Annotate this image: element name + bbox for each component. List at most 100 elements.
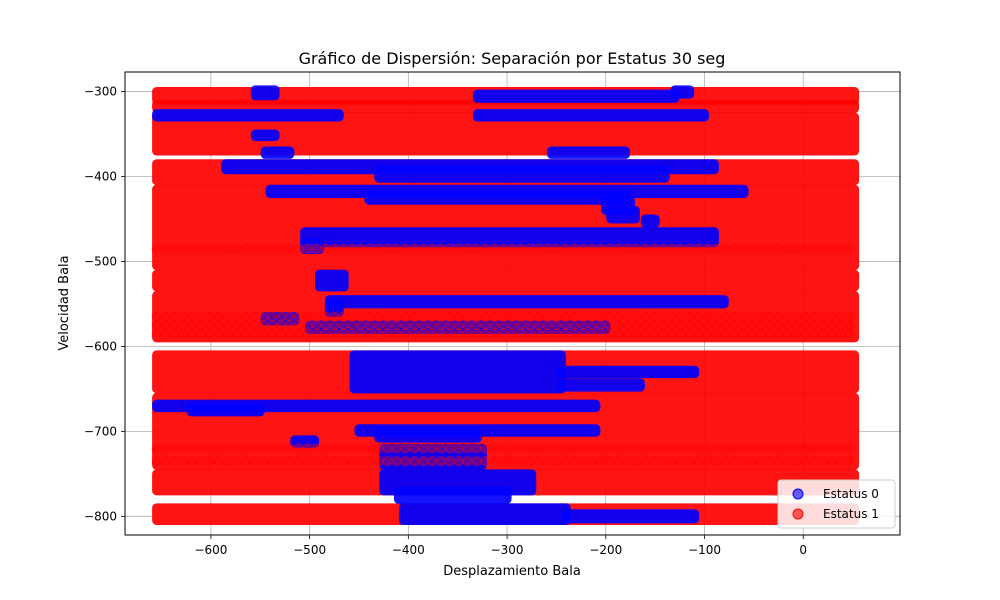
estatus-1-point bbox=[818, 320, 828, 331]
estatus-1-point bbox=[382, 443, 393, 454]
estatus-1-point bbox=[631, 243, 642, 254]
estatus-1-point bbox=[249, 456, 260, 466]
estatus-1-point bbox=[844, 320, 855, 331]
estatus-1-point bbox=[382, 311, 393, 322]
estatus-1-point bbox=[364, 456, 375, 466]
estatus-1-point bbox=[436, 320, 446, 331]
estatus-1-point bbox=[178, 328, 189, 339]
estatus-1-point bbox=[720, 328, 731, 339]
estatus-1-point bbox=[453, 328, 464, 339]
estatus-1-point bbox=[382, 456, 393, 466]
estatus-1-point bbox=[364, 328, 375, 339]
estatus-1-point bbox=[444, 243, 455, 254]
estatus-1-point bbox=[738, 443, 748, 454]
estatus-1-point bbox=[560, 243, 571, 254]
estatus-1-point bbox=[711, 443, 722, 454]
estatus-1-point bbox=[764, 320, 775, 331]
legend-marker-estatus-1 bbox=[792, 508, 804, 520]
estatus-1-point bbox=[507, 243, 517, 254]
estatus-1-point bbox=[293, 456, 304, 466]
estatus-1-point bbox=[311, 243, 322, 254]
estatus-0-point-cluster bbox=[250, 85, 280, 101]
estatus-1-point bbox=[418, 328, 429, 339]
estatus-1-point bbox=[835, 328, 846, 339]
estatus-1-point bbox=[240, 456, 251, 466]
y-tick-label: −800 bbox=[84, 509, 117, 523]
estatus-1-point bbox=[160, 328, 171, 339]
estatus-1-point bbox=[196, 243, 206, 254]
estatus-1-point bbox=[809, 456, 820, 466]
estatus-1-point bbox=[675, 456, 686, 466]
estatus-1-point bbox=[320, 320, 331, 331]
estatus-1-point bbox=[729, 443, 740, 454]
x-tick-label: −300 bbox=[491, 543, 524, 557]
estatus-1-point bbox=[249, 328, 260, 339]
estatus-1-point bbox=[595, 443, 606, 454]
estatus-1-point bbox=[489, 456, 500, 466]
estatus-1-point bbox=[551, 311, 562, 322]
estatus-1-point bbox=[667, 243, 677, 254]
estatus-1-point bbox=[747, 456, 757, 466]
estatus-1-point bbox=[178, 243, 189, 254]
estatus-1-point bbox=[284, 311, 295, 322]
estatus-1-point bbox=[302, 311, 313, 322]
estatus-1-point bbox=[835, 311, 846, 322]
data-layer bbox=[151, 85, 860, 526]
legend-label-estatus-0: Estatus 0 bbox=[823, 487, 879, 501]
estatus-0-point-cluster bbox=[324, 295, 729, 309]
estatus-0-point-cluster bbox=[556, 365, 700, 379]
estatus-1-point bbox=[800, 456, 811, 466]
estatus-1-point bbox=[604, 456, 615, 466]
estatus-1-point bbox=[844, 328, 855, 339]
estatus-1-point bbox=[595, 311, 606, 322]
estatus-1-point bbox=[507, 311, 517, 322]
estatus-1-point bbox=[356, 328, 366, 339]
estatus-1-point bbox=[489, 328, 500, 339]
estatus-1-point bbox=[498, 243, 509, 254]
estatus-1-point bbox=[409, 456, 420, 466]
estatus-1-point bbox=[444, 456, 455, 466]
estatus-1-point bbox=[595, 243, 606, 254]
estatus-1-point bbox=[205, 328, 215, 339]
estatus-1-point bbox=[160, 443, 171, 454]
estatus-1-point bbox=[356, 320, 366, 331]
estatus-1-point bbox=[764, 443, 775, 454]
estatus-1-point bbox=[311, 443, 322, 454]
estatus-1-point bbox=[169, 456, 180, 466]
estatus-1-point bbox=[267, 243, 278, 254]
estatus-1-point bbox=[524, 328, 535, 339]
estatus-1-point bbox=[276, 443, 286, 454]
estatus-1-point bbox=[844, 243, 855, 254]
estatus-1-point bbox=[640, 328, 651, 339]
estatus-1-point bbox=[702, 311, 713, 322]
estatus-1-point bbox=[302, 320, 313, 331]
estatus-1-point bbox=[267, 320, 278, 331]
estatus-1-point bbox=[293, 443, 304, 454]
estatus-1-point bbox=[818, 456, 828, 466]
estatus-1-point bbox=[622, 443, 633, 454]
estatus-1-point bbox=[267, 311, 278, 322]
estatus-1-point bbox=[720, 320, 731, 331]
estatus-1-point bbox=[667, 311, 677, 322]
chart-title: Gráfico de Dispersión: Separación por Es… bbox=[299, 49, 726, 68]
estatus-1-point bbox=[649, 443, 660, 454]
estatus-1-point bbox=[835, 243, 846, 254]
estatus-1-point bbox=[160, 243, 171, 254]
estatus-1-point bbox=[791, 311, 802, 322]
estatus-1-point bbox=[436, 311, 446, 322]
estatus-1-point bbox=[205, 443, 215, 454]
estatus-1-point bbox=[196, 443, 206, 454]
estatus-1-point bbox=[436, 456, 446, 466]
estatus-1-point bbox=[613, 443, 624, 454]
estatus-1-point bbox=[640, 320, 651, 331]
estatus-1-point bbox=[578, 443, 588, 454]
estatus-1-point bbox=[480, 243, 491, 254]
estatus-1-point bbox=[151, 328, 162, 339]
estatus-1-point bbox=[551, 443, 562, 454]
estatus-1-point bbox=[302, 456, 313, 466]
estatus-1-point bbox=[480, 311, 491, 322]
estatus-1-point bbox=[764, 328, 775, 339]
estatus-1-point bbox=[151, 443, 162, 454]
legend-box bbox=[777, 479, 896, 529]
estatus-1-point bbox=[542, 328, 553, 339]
